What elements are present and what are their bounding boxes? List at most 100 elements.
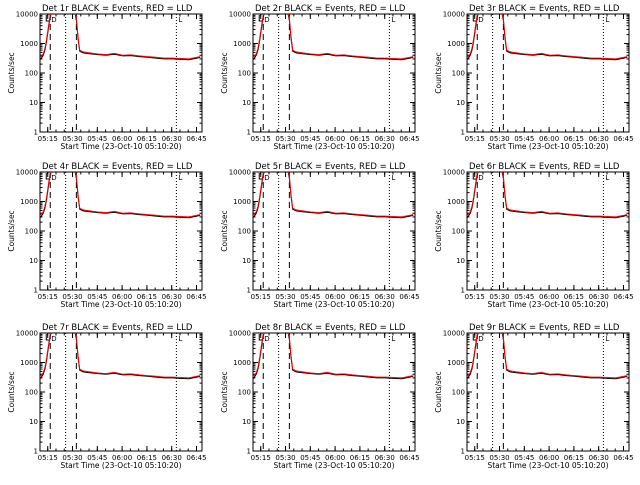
y-axis-label: Counts/sec <box>220 371 229 412</box>
series-line-lld <box>40 14 201 60</box>
series-line-lld <box>467 172 628 218</box>
y-tick-label: 100 <box>238 70 251 78</box>
panel-title: Det 2r BLACK = Events, RED = LLD <box>255 4 406 14</box>
x-tick-label: 05:45 <box>300 293 320 301</box>
y-tick-label: 100 <box>25 70 38 78</box>
y-tick-label: 1 <box>247 448 251 456</box>
y-axis-label: Counts/sec <box>220 210 229 251</box>
x-tick-label: 06:45 <box>613 135 633 143</box>
bracket-mark-label: L <box>178 335 182 343</box>
series-line-lld <box>467 333 628 379</box>
x-tick-label: 06:30 <box>375 135 395 143</box>
plot-frame <box>466 13 630 133</box>
y-tick-label: 1 <box>247 129 251 137</box>
panel-title: Det 8r BLACK = Events, RED = LLD <box>255 323 406 333</box>
bracket-mark-label: L <box>605 335 609 343</box>
y-axis-label: Counts/sec <box>434 210 443 251</box>
y-tick-label: 1 <box>461 448 465 456</box>
x-tick-label: 05:15 <box>465 293 485 301</box>
y-axis-label: Counts/sec <box>434 371 443 412</box>
panel-title: Det 3r BLACK = Events, RED = LLD <box>469 4 620 14</box>
x-tick-label: 05:15 <box>251 293 271 301</box>
plot-frame <box>39 13 203 133</box>
x-tick-label: 06:15 <box>137 454 157 462</box>
y-tick-label: 1000 <box>233 40 251 48</box>
x-tick-label: 06:15 <box>564 454 584 462</box>
y-tick-label: 10 <box>242 257 251 265</box>
x-tick-label: 05:45 <box>87 454 107 462</box>
y-tick-label: 1000 <box>20 198 38 206</box>
y-tick-label: 1000 <box>20 359 38 367</box>
x-tick-label: 06:45 <box>399 135 419 143</box>
y-tick-label: 100 <box>25 389 38 397</box>
y-tick-label: 100 <box>238 228 251 236</box>
panel-7: Det 7r BLACK = Events, RED = LLD 1 10 100 10… <box>7 323 207 470</box>
x-tick-label: 06:30 <box>589 293 609 301</box>
x-tick-label: 05:15 <box>251 135 271 143</box>
x-tick-label: 06:15 <box>137 135 157 143</box>
x-tick-label: 05:15 <box>38 293 58 301</box>
x-tick-label: 05:15 <box>465 135 485 143</box>
y-tick-label: 1000 <box>447 40 465 48</box>
x-tick-label: 06:00 <box>539 454 559 462</box>
panel-title: Det 6r BLACK = Events, RED = LLD <box>469 162 620 172</box>
x-tick-label: 05:30 <box>275 293 295 301</box>
y-tick-label: 100 <box>238 389 251 397</box>
plot-frame <box>252 13 416 133</box>
y-tick-label: 1 <box>247 287 251 295</box>
panel-4: Det 4r BLACK = Events, RED = LLD 1 10 100 10… <box>7 162 207 309</box>
panel-1: Det 1r BLACK = Events, RED = LLD 1 10 100 10… <box>7 4 207 151</box>
y-tick-label: 1000 <box>233 359 251 367</box>
x-tick-label: 06:45 <box>186 293 206 301</box>
panel-5: Det 5r BLACK = Events, RED = LLD 1 10 100 10… <box>220 162 420 309</box>
x-tick-label: 06:30 <box>162 454 182 462</box>
x-axis-label: Start Time (23-Oct-10 05:10:20) <box>273 461 394 470</box>
bracket-mark-label: D <box>264 174 269 182</box>
bracket-mark-label: L <box>178 16 182 24</box>
x-axis-label: Start Time (23-Oct-10 05:10:20) <box>60 142 181 151</box>
x-tick-label: 05:45 <box>514 293 534 301</box>
x-tick-label: 05:15 <box>38 135 58 143</box>
bracket-mark-label: L <box>605 16 609 24</box>
x-tick-label: 05:45 <box>514 135 534 143</box>
y-tick-label: 10000 <box>16 169 38 177</box>
x-tick-label: 06:15 <box>564 293 584 301</box>
x-tick-label: 06:00 <box>112 293 132 301</box>
y-tick-label: 10000 <box>229 169 251 177</box>
series-line-lld <box>40 333 201 379</box>
y-tick-label: 1 <box>34 129 38 137</box>
series-line-lld <box>467 14 628 60</box>
x-tick-label: 05:30 <box>62 293 82 301</box>
x-tick-label: 06:45 <box>186 135 206 143</box>
y-tick-label: 10000 <box>229 11 251 19</box>
y-tick-label: 10 <box>456 257 465 265</box>
y-tick-label: 100 <box>452 70 465 78</box>
y-tick-label: 1 <box>34 448 38 456</box>
y-tick-label: 10000 <box>16 11 38 19</box>
bracket-mark-label: L <box>605 174 609 182</box>
x-tick-label: 05:45 <box>87 293 107 301</box>
x-axis-label: Start Time (23-Oct-10 05:10:20) <box>487 142 608 151</box>
panel-3: Det 3r BLACK = Events, RED = LLD 1 10 100 10… <box>434 4 634 151</box>
x-axis-label: Start Time (23-Oct-10 05:10:20) <box>487 461 608 470</box>
x-tick-label: 06:00 <box>539 293 559 301</box>
y-axis-label: Counts/sec <box>7 210 16 251</box>
y-tick-label: 10000 <box>443 330 465 338</box>
x-tick-label: 05:30 <box>62 454 82 462</box>
x-tick-label: 06:45 <box>613 454 633 462</box>
x-tick-label: 05:30 <box>62 135 82 143</box>
y-tick-label: 10000 <box>229 330 251 338</box>
y-tick-label: 1 <box>34 287 38 295</box>
y-tick-label: 10 <box>456 418 465 426</box>
bracket-mark-label: D <box>51 335 56 343</box>
x-tick-label: 06:30 <box>162 293 182 301</box>
plot-frame <box>466 332 630 452</box>
y-tick-label: 10 <box>242 99 251 107</box>
plot-frame <box>252 171 416 291</box>
plot-frame <box>466 171 630 291</box>
bracket-mark-label: D <box>478 174 483 182</box>
x-tick-label: 05:45 <box>300 454 320 462</box>
bracket-mark-label: D <box>478 335 483 343</box>
x-tick-label: 06:00 <box>325 454 345 462</box>
